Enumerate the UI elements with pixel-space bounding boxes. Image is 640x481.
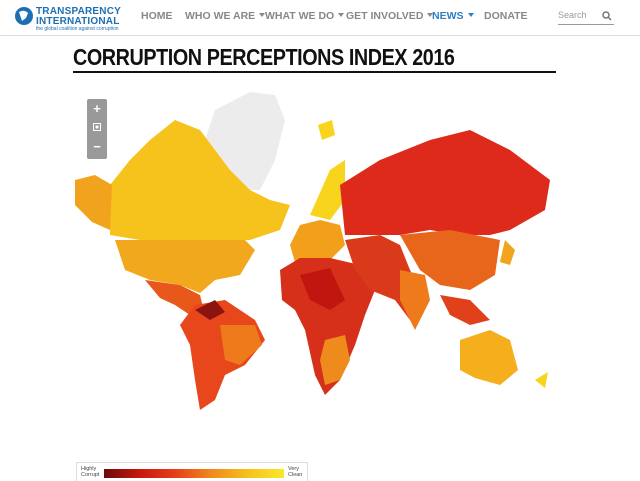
zoom-out[interactable]: −	[93, 139, 101, 154]
logo-tagline: the global coalition against corruption	[36, 26, 119, 32]
nav-item[interactable]: WHO WE ARE	[185, 10, 266, 22]
search-placeholder: Search	[558, 10, 587, 20]
search-icon	[602, 11, 612, 21]
logo-line[interactable]: TRANSPARENCY	[36, 6, 121, 17]
logo-icon	[15, 7, 33, 25]
nav-item[interactable]: GET INVOLVED	[346, 10, 434, 22]
nav-item[interactable]: DONATE	[484, 10, 528, 22]
legend-low: Highly Corrupt	[81, 466, 100, 478]
nav-label: WHO WE ARE	[185, 10, 256, 22]
legend: Highly Corrupt Very Clean	[76, 462, 308, 481]
nav-item[interactable]: NEWS	[432, 10, 474, 22]
search-box[interactable]: Search	[558, 10, 614, 25]
zoom-controls: + −	[87, 99, 107, 159]
nav-label: NEWS	[432, 10, 464, 22]
legend-gradient	[104, 469, 284, 478]
logo-line[interactable]: INTERNATIONAL	[36, 16, 120, 27]
nav-label: GET INVOLVED	[346, 10, 424, 22]
header: TRANSPARENCY INTERNATIONAL the global co…	[0, 0, 640, 36]
page-title: CORRUPTION PERCEPTIONS INDEX 2016	[73, 44, 455, 70]
zoom-reset[interactable]	[93, 123, 101, 131]
zoom-in[interactable]: +	[93, 101, 101, 116]
nav-item[interactable]: WHAT WE DO	[265, 10, 345, 22]
legend-high: Very Clean	[288, 466, 303, 478]
nav-label: WHAT WE DO	[265, 10, 335, 22]
title-rule	[73, 71, 556, 73]
nav-item[interactable]: HOME	[141, 10, 173, 22]
